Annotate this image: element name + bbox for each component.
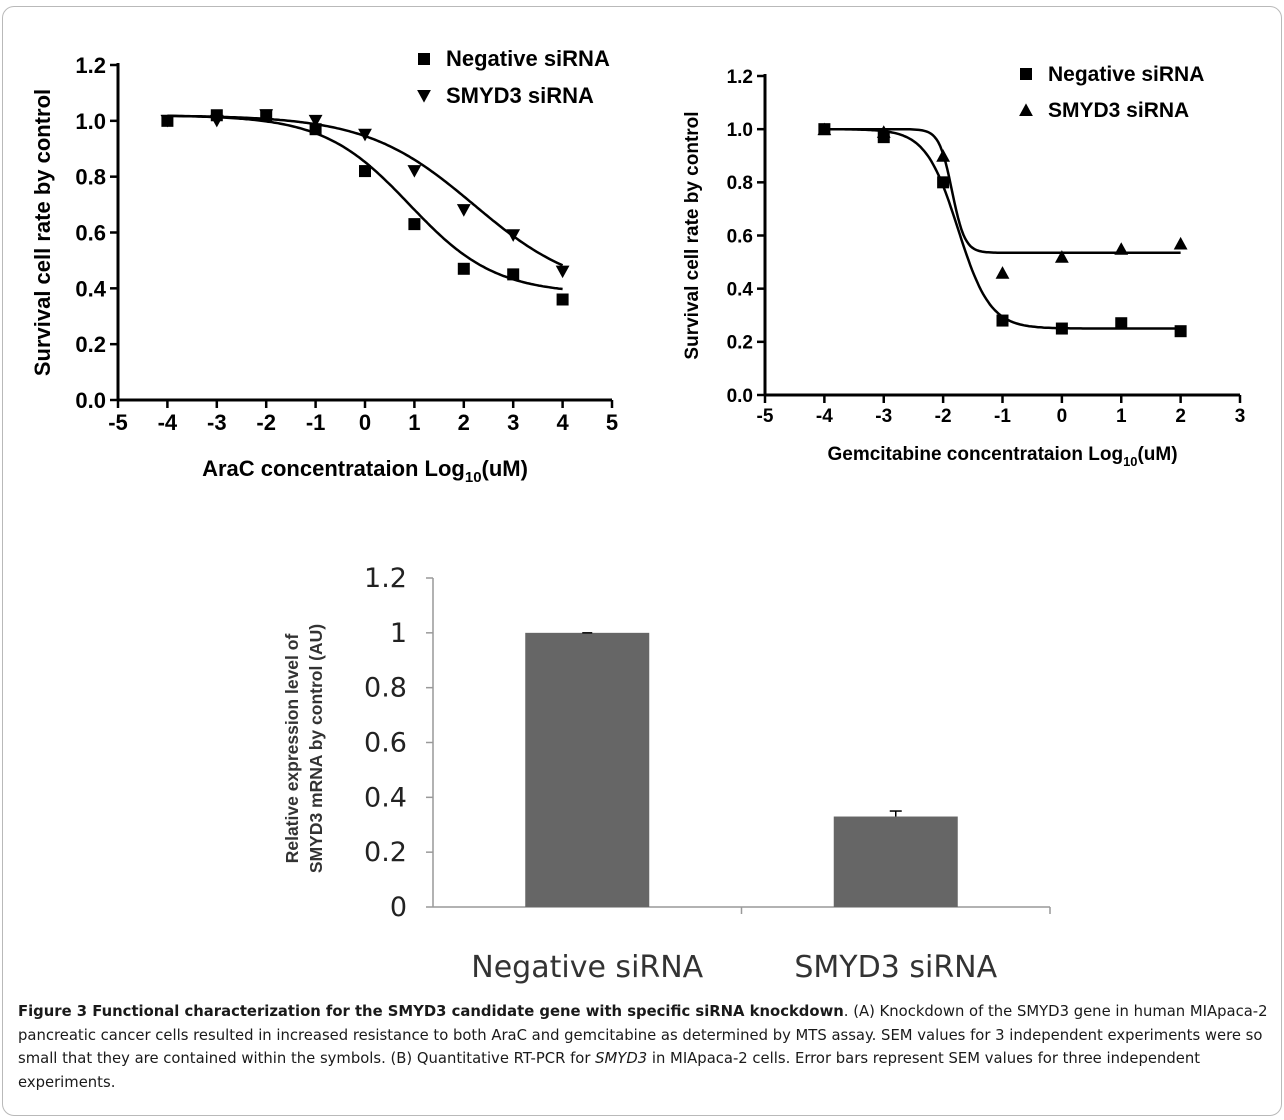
data-point-1	[995, 266, 1010, 279]
data-point-1	[308, 114, 323, 128]
data-point-1	[936, 149, 951, 162]
legend-label: SMYD3 siRNA	[1048, 99, 1189, 122]
y-tick-label: 0.6	[75, 220, 106, 245]
data-point-0	[937, 176, 950, 189]
x-axis-label: AraC concentrataion Log10(uM)	[202, 456, 528, 486]
y-tick-label: 0.8	[75, 165, 106, 190]
data-point-1	[1054, 250, 1069, 263]
x-tick-label: -3	[875, 406, 892, 427]
y-tick-label: 1.0	[75, 109, 106, 134]
caption-gene-italic: SMYD3	[595, 1050, 648, 1067]
caption-text-1: . (A) Knockdown of the SMYD3 gene in hum…	[18, 1003, 1268, 1067]
y-tick-label: 0.2	[364, 837, 407, 868]
y-tick-label: 0.6	[727, 226, 753, 247]
y-tick-label: 0.4	[364, 782, 407, 813]
y-tick-label: 0.2	[727, 333, 753, 354]
caption-text-2: in MIApaca-2 cells. Error bars represent…	[18, 1050, 1201, 1091]
legend-marker	[417, 90, 431, 103]
data-point-1	[876, 125, 891, 138]
x-tick-label: -2	[256, 410, 276, 435]
data-point-1	[555, 265, 570, 279]
data-point-0	[457, 262, 470, 275]
y-tick-label: 0	[390, 892, 407, 923]
y-tick-label: 0.8	[727, 173, 753, 194]
figure-frame	[2, 6, 1282, 1116]
data-point-1	[456, 204, 471, 217]
y-axis-label-line1: Relative expression level of	[282, 634, 302, 864]
bar-1	[833, 816, 958, 907]
y-tick-label: 0.2	[75, 332, 106, 357]
data-point-0	[1115, 317, 1128, 330]
data-point-1	[506, 229, 521, 242]
chart-gemcitabine-survival: 0.0 0.2 0.4 0.6 0.8 1.0 1.2 -5 -4 -3 -2 -1 0 1 2 3 Survi…	[682, 63, 1246, 469]
data-point-0	[309, 123, 322, 136]
y-tick-label: 0.0	[75, 388, 106, 413]
y-axis-label-line2: SMYD3 mRNA by control (AU)	[306, 624, 326, 873]
caption-lead: Figure 3 Functional characterization for…	[18, 1003, 844, 1020]
data-point-0	[408, 218, 421, 231]
x-category-label: Negative siRNA	[471, 950, 703, 985]
x-tick-label: -5	[757, 406, 774, 427]
y-tick-label: 0.6	[364, 728, 407, 759]
data-point-1	[259, 109, 274, 122]
data-point-0	[1174, 325, 1187, 338]
x-tick-label: 3	[1235, 406, 1246, 427]
y-tick-label: 1	[390, 618, 407, 649]
legend-marker	[1019, 103, 1033, 116]
data-point-1	[160, 114, 175, 128]
y-tick-label: 1.2	[727, 67, 753, 88]
x-tick-label: 1	[1116, 406, 1127, 427]
x-tick-label: 3	[507, 410, 519, 435]
legend-marker	[418, 53, 430, 65]
data-point-1	[817, 122, 832, 136]
figure-caption: Figure 3 Functional characterization for…	[18, 1000, 1274, 1094]
x-tick-label: -4	[158, 410, 178, 435]
x-tick-label: 0	[1057, 406, 1068, 427]
data-point-0	[556, 293, 569, 306]
data-point-1	[407, 165, 422, 178]
fit-curve-0	[824, 127, 1181, 330]
data-point-0	[359, 165, 371, 178]
bar-0	[525, 632, 650, 907]
data-point-1	[209, 114, 224, 128]
x-tick-label: 0	[359, 410, 371, 435]
y-axis-label: Survival cell rate by control	[682, 111, 703, 359]
y-tick-label: 1.2	[364, 563, 407, 594]
x-axis-label: Gemcitabine concentrataion Log10(uM)	[827, 444, 1177, 469]
x-tick-label: 2	[1175, 406, 1186, 427]
x-tick-label: 1	[408, 410, 420, 435]
x-tick-label: -1	[994, 406, 1011, 427]
x-tick-label: -3	[207, 410, 227, 435]
x-tick-label: 4	[556, 410, 569, 435]
fit-curve-1	[824, 127, 1181, 255]
x-tick-label: 2	[458, 410, 470, 435]
data-point-1	[358, 128, 372, 142]
data-point-0	[1055, 322, 1068, 335]
data-point-0	[507, 268, 520, 281]
x-tick-label: -2	[935, 406, 952, 427]
y-tick-label: 0.4	[727, 280, 754, 301]
chart-smyd3-mrna-expression: 0 0.2 0.4 0.6 0.8 1 1.2 Negative siRNA SMYD3 siR…	[282, 563, 1051, 985]
fit-curve-0	[167, 114, 563, 291]
legend-label: SMYD3 siRNA	[446, 83, 594, 108]
chart-araC-survival: 0.0 0.2 0.4 0.6 0.8 1.0 1.2 -5 -4 -3 -2 -1 0 1 2 3 4 5 Sur…	[30, 46, 618, 486]
y-tick-label: 0.0	[727, 386, 753, 407]
legend-marker	[1020, 68, 1032, 80]
y-tick-label: 0.8	[364, 673, 407, 704]
y-tick-label: 1.2	[75, 53, 106, 78]
y-tick-label: 1.0	[727, 120, 753, 141]
x-tick-label: -1	[306, 410, 326, 435]
x-tick-label: -4	[816, 406, 833, 427]
x-tick-label: 5	[606, 410, 618, 435]
y-axis-label: Survival cell rate by control	[30, 89, 55, 376]
legend-label: Negative siRNA	[1048, 63, 1204, 86]
x-category-label: SMYD3 siRNA	[794, 950, 997, 985]
data-point-0	[996, 314, 1009, 327]
y-tick-label: 0.4	[75, 276, 106, 301]
x-tick-label: -5	[108, 410, 128, 435]
data-point-1	[1114, 242, 1129, 255]
legend-label: Negative siRNA	[446, 46, 610, 71]
data-point-1	[1173, 236, 1188, 250]
